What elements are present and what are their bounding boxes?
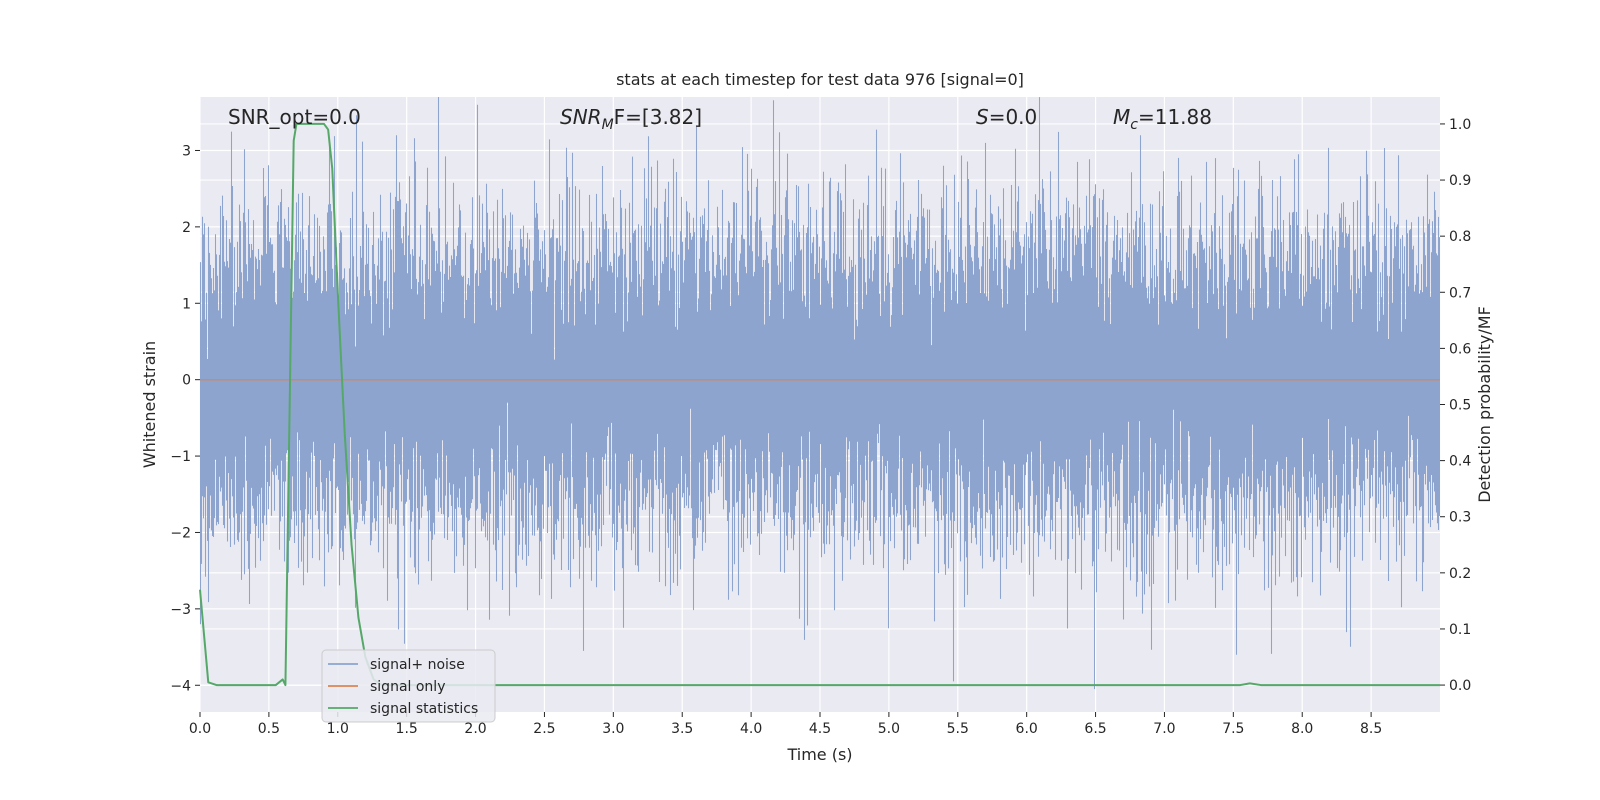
y2-tick-label: 0.9 (1449, 173, 1471, 189)
x-tick-label: 0.5 (258, 721, 280, 737)
y2-tick-label: 0.6 (1449, 341, 1471, 357)
x-tick-label: 6.0 (1016, 721, 1038, 737)
x-tick-label: 0.0 (189, 721, 211, 737)
annotation-mc-sub: c (1130, 117, 1138, 133)
y2-tick-label: 0.8 (1449, 229, 1471, 245)
annotation-s: S=0.0 (976, 105, 1037, 129)
y-tick-label: 3 (182, 143, 191, 159)
x-axis-ticks: 0.0 0.5 1.0 1.5 2.0 2.5 3.0 3.5 4.0 4.5 5.0 5.5 6.0 6… (189, 712, 1382, 737)
annotation-snr-opt: SNR_opt=0.0 (228, 105, 361, 129)
y2-tick-label: 0.0 (1449, 678, 1471, 694)
annotation-snr-mf-base: SNR (560, 105, 602, 129)
x-tick-label: 4.5 (809, 721, 831, 737)
x-tick-label: 6.5 (1084, 721, 1106, 737)
x-tick-label: 2.0 (464, 721, 486, 737)
y-tick-label: −2 (170, 525, 191, 541)
x-tick-label: 1.5 (396, 721, 418, 737)
x-tick-label: 2.5 (533, 721, 555, 737)
y2-tick-label: 0.7 (1449, 285, 1471, 301)
x-tick-label: 1.0 (327, 721, 349, 737)
x-tick-label: 3.0 (602, 721, 624, 737)
annotation-s-base: S (976, 105, 989, 129)
y-tick-label: −4 (170, 678, 191, 694)
y2-tick-label: 0.1 (1449, 622, 1471, 638)
y-tick-label: −1 (170, 449, 191, 465)
x-tick-label: 7.5 (1222, 721, 1244, 737)
chart-title: stats at each timestep for test data 976… (616, 70, 1024, 89)
x-tick-label: 8.5 (1360, 721, 1382, 737)
y2-axis-ticks: 0.0 0.1 0.2 0.3 0.4 0.5 0.6 0.7 0.8 0.9 1.0 (1440, 117, 1471, 694)
x-tick-label: 4.0 (740, 721, 762, 737)
annotation-mc: Mc=11.88 (1113, 105, 1212, 133)
x-tick-label: 5.0 (878, 721, 900, 737)
y-tick-label: −3 (170, 602, 191, 618)
y2-tick-label: 0.5 (1449, 398, 1471, 414)
legend-entry-signal-statistics: signal statistics (370, 701, 478, 717)
x-tick-label: 5.5 (947, 721, 969, 737)
annotation-snr-mf-sub: M (602, 117, 614, 133)
y2-tick-label: 0.3 (1449, 510, 1471, 526)
legend-box (321, 649, 496, 723)
legend-entry-signal-only: signal only (370, 679, 445, 695)
y-axis-ticks: −4 −3 −2 −1 0 1 2 3 (170, 143, 200, 694)
annotation-mc-rest: =11.88 (1138, 105, 1212, 129)
y2-axis-label: Detection probability/MF (1475, 306, 1494, 503)
annotation-snr-mf-rest: F=[3.82] (614, 105, 702, 129)
annotation-mc-base: M (1113, 105, 1130, 129)
annotation-snr-mf: SNRMF=[3.82] (560, 105, 702, 133)
y-axis-label: Whitened strain (140, 341, 159, 468)
y-tick-label: 2 (182, 220, 191, 236)
signal-statistics-line (199, 122, 1440, 687)
y2-tick-label: 1.0 (1449, 117, 1471, 133)
y2-tick-label: 0.4 (1449, 454, 1471, 470)
legend: signal+ noise signal only signal statist… (321, 649, 496, 723)
y-tick-label: 1 (182, 296, 191, 312)
legend-entry-signal-noise: signal+ noise (370, 657, 465, 673)
y2-tick-label: 0.2 (1449, 566, 1471, 582)
series-signal-statistics (199, 122, 1440, 687)
annotation-s-rest: =0.0 (989, 105, 1038, 129)
x-tick-label: 7.0 (1153, 721, 1175, 737)
x-axis-label: Time (s) (786, 745, 852, 764)
x-tick-label: 3.5 (671, 721, 693, 737)
x-tick-label: 8.0 (1291, 721, 1313, 737)
y-tick-label: 0 (182, 373, 191, 389)
